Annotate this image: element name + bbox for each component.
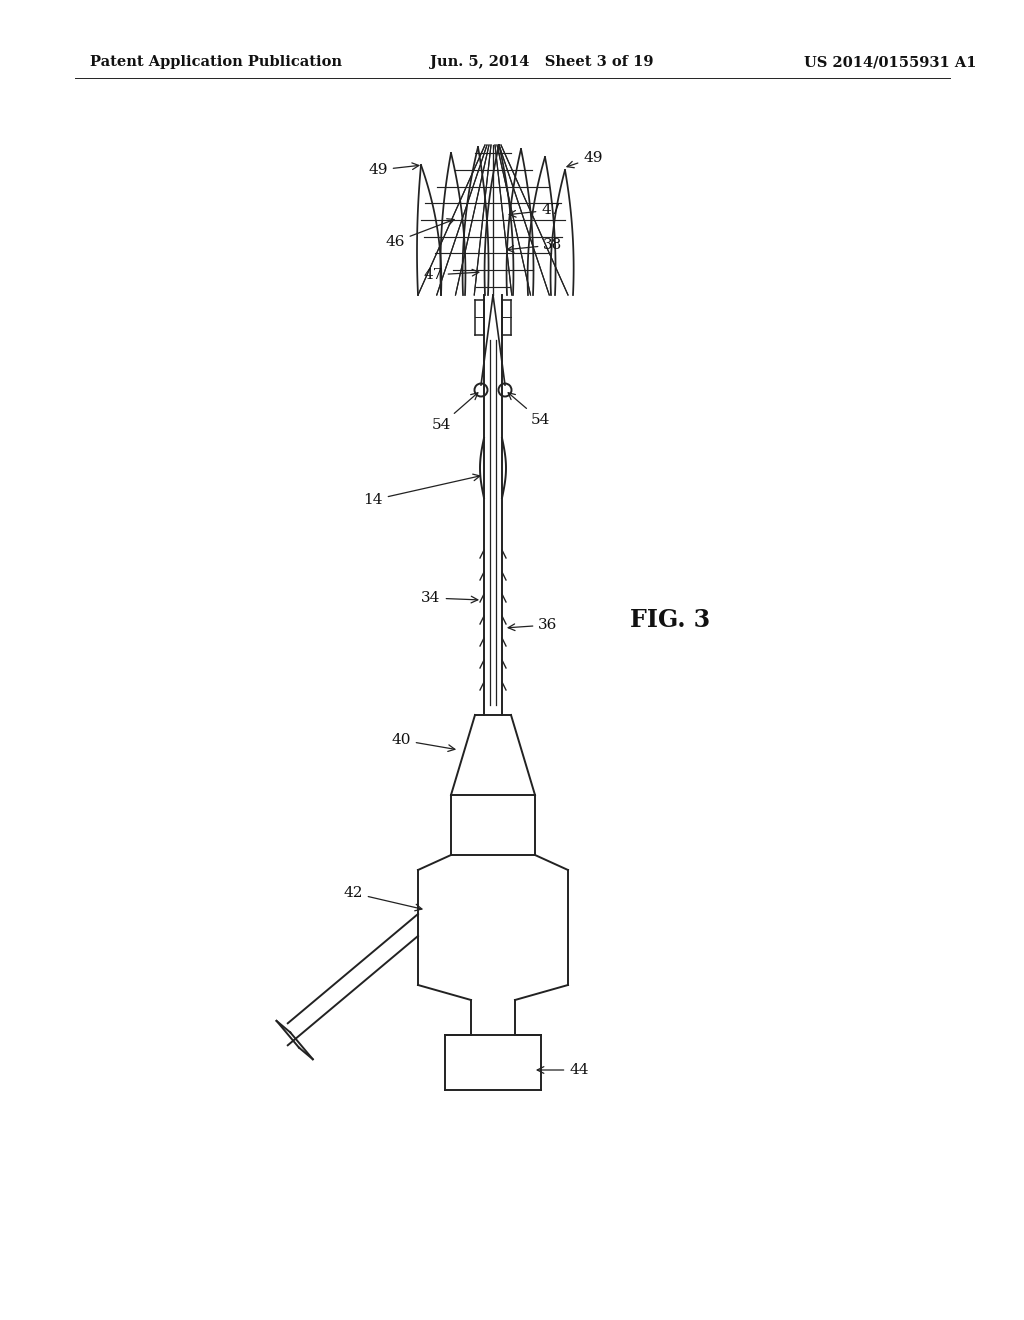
Text: 14: 14 <box>364 474 480 507</box>
Text: 49: 49 <box>369 162 419 177</box>
Text: 44: 44 <box>538 1063 589 1077</box>
Text: 47: 47 <box>423 268 479 282</box>
Text: FIG. 3: FIG. 3 <box>630 609 710 632</box>
Text: Jun. 5, 2014   Sheet 3 of 19: Jun. 5, 2014 Sheet 3 of 19 <box>430 55 653 69</box>
Text: US 2014/0155931 A1: US 2014/0155931 A1 <box>804 55 976 69</box>
Text: 46: 46 <box>385 219 454 249</box>
Text: 36: 36 <box>508 618 558 632</box>
Text: 54: 54 <box>508 393 550 426</box>
Text: 54: 54 <box>431 393 478 432</box>
Text: 34: 34 <box>421 591 478 605</box>
Text: 47: 47 <box>509 203 561 218</box>
Text: 49: 49 <box>567 150 603 168</box>
Text: Patent Application Publication: Patent Application Publication <box>90 55 342 69</box>
Text: 38: 38 <box>507 238 562 252</box>
Text: 40: 40 <box>391 733 455 751</box>
Text: 42: 42 <box>343 886 422 911</box>
